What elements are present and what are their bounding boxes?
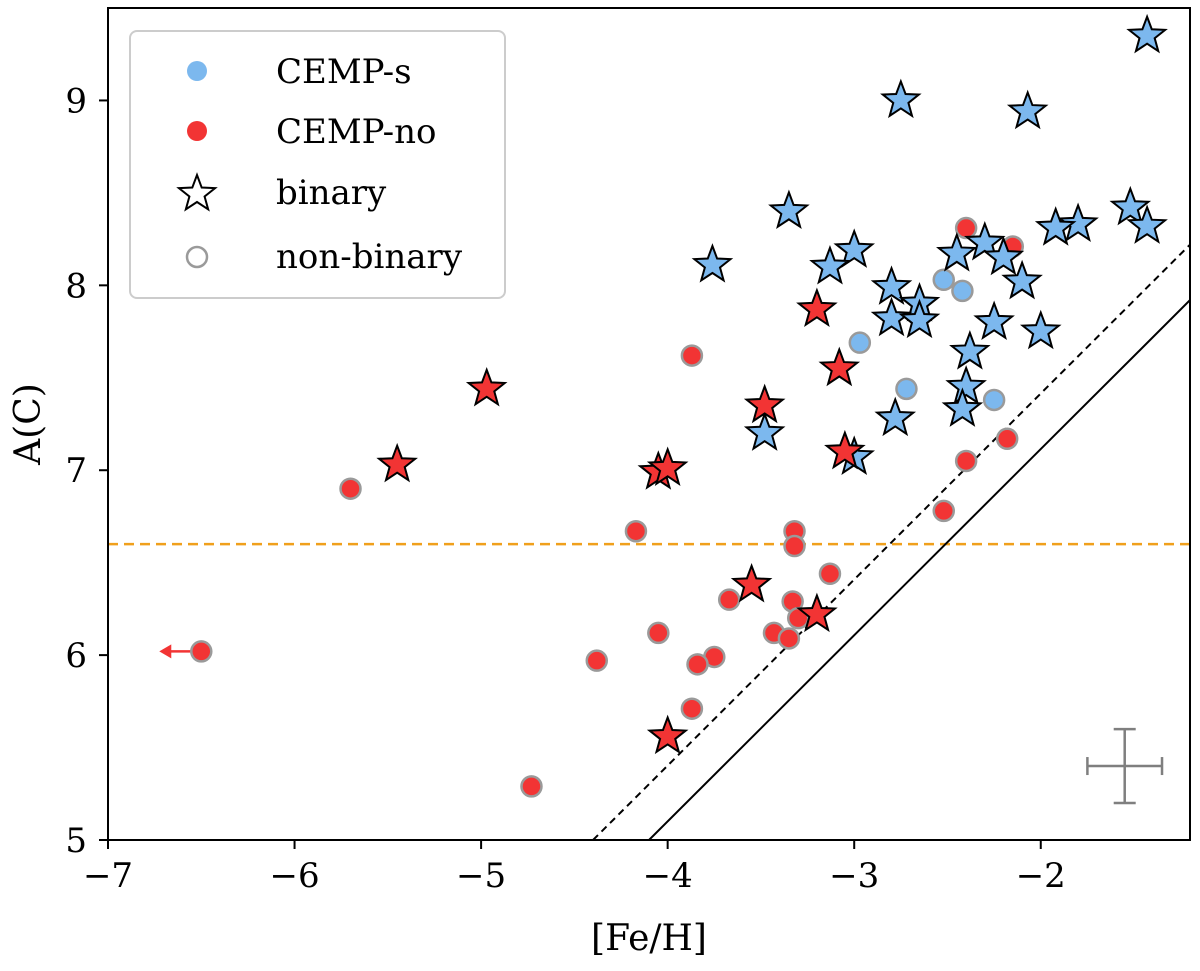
legend: CEMP-s CEMP-no binary non-binary <box>129 30 506 299</box>
cemp-no-nonbinary-point <box>954 449 978 473</box>
cemp-no-nonbinary-point <box>520 775 543 798</box>
cemp-no-binary-point <box>743 383 786 424</box>
cemp-no-nonbinary-point <box>680 344 704 367</box>
cemp-s-binary-point <box>1019 309 1062 350</box>
cemp-no-binary-point <box>646 446 689 487</box>
cemp-no-binary-point <box>796 592 838 633</box>
y-tick-label: 9 <box>65 81 87 121</box>
x-axis-label: [Fe/H] <box>591 918 707 959</box>
x-tick-label: −2 <box>1016 856 1066 896</box>
legend-label-non-binary: non-binary <box>276 237 463 277</box>
cemp-s-binary-point <box>973 300 1015 340</box>
cemp-s-binary-point <box>1126 13 1168 54</box>
y-tick-label: 5 <box>65 821 87 861</box>
x-tick-label: −4 <box>643 856 693 896</box>
cemp-no-nonbinary-point <box>686 653 709 676</box>
legend-label-cemp-s: CEMP-s <box>276 52 412 92</box>
series-cemp-s-non-binary <box>848 268 1006 412</box>
plot-area <box>108 13 1190 840</box>
cemp-no-binary-point <box>824 429 866 470</box>
cemp-no-binary-point <box>376 442 418 483</box>
legend-marker-cemp-s <box>187 61 207 81</box>
cemp-no-nonbinary-point <box>624 519 648 543</box>
cemp-s-binary-point <box>880 78 922 119</box>
cemp-s-binary-point <box>1109 185 1152 226</box>
legend-box <box>129 30 506 299</box>
legend-marker-binary <box>176 172 218 212</box>
cemp-s-binary-point <box>691 243 734 283</box>
x-tick-label: −3 <box>829 856 879 896</box>
cemp-s-binary-point <box>945 365 987 405</box>
cemp-no-binary-point <box>818 346 861 387</box>
series-cemp-no-non-binary <box>190 216 1025 798</box>
cemp-no-nonbinary-point <box>190 640 213 663</box>
cemp-s-binary-point <box>1057 202 1099 242</box>
legend-label-cemp-no: CEMP-no <box>276 112 437 152</box>
x-tick-label: −6 <box>269 856 319 896</box>
y-axis-label: A(C) <box>8 383 49 466</box>
cemp-s-binary-point <box>870 296 913 337</box>
legend-marker-non-binary <box>185 245 209 269</box>
y-tick-label: 7 <box>65 451 87 491</box>
y-tick-label: 6 <box>65 636 87 676</box>
cemp-s-nonbinary-point <box>895 377 918 401</box>
cemp-s-binary-point <box>743 411 786 451</box>
cemp-s-nonbinary-point <box>848 331 872 354</box>
legend-markers <box>176 61 218 269</box>
cemp-s-nonbinary-point <box>951 279 974 303</box>
x-tick-label: −7 <box>83 856 133 896</box>
cemp-s-binary-point <box>1126 204 1168 244</box>
cemp-s-binary-point <box>1006 89 1049 130</box>
cemp-no-nonbinary-point <box>932 499 956 523</box>
cemp-s-binary-point <box>874 396 917 437</box>
cemp-no-nonbinary-point <box>680 697 704 720</box>
legend-marker-cemp-no <box>187 121 207 141</box>
cemp-no-binary-point <box>646 714 689 755</box>
axis-ticks: −7 −6 −5 −4 −3 −2 5 6 7 8 9 <box>65 81 1065 896</box>
cemp-no-binary-point <box>730 562 773 603</box>
cemp-no-nonbinary-point <box>995 427 1019 451</box>
series-cemp-no-binary <box>376 287 866 755</box>
diagonal-line-dashed <box>592 243 1190 840</box>
cemp-no-nonbinary-point <box>783 534 806 558</box>
cemp-no-nonbinary-point <box>954 216 978 240</box>
cemp-s-binary-point <box>949 330 991 370</box>
cemp-no-binary-point <box>465 367 508 407</box>
cemp-no-nonbinary-point <box>717 588 741 611</box>
cemp-no-nonbinary-point <box>777 627 801 650</box>
cemp-s-binary-point <box>768 189 810 230</box>
cemp-s-binary-point <box>1001 259 1043 300</box>
diagonal-line-solid <box>648 299 1190 840</box>
cemp-no-nonbinary-point <box>647 621 670 645</box>
cemp-s-binary-point <box>870 265 913 305</box>
cemp-s-nonbinary-point <box>932 268 956 292</box>
y-tick-label: 8 <box>65 266 87 306</box>
cemp-s-binary-point <box>982 235 1025 276</box>
cemp-s-nonbinary-point <box>982 388 1006 412</box>
cemp-no-nonbinary-point <box>818 562 842 586</box>
cemp-no-nonbinary-point <box>339 477 362 500</box>
cemp-s-binary-point <box>941 387 984 427</box>
cemp-s-binary-point <box>1034 206 1077 246</box>
cemp-s-binary-point <box>833 228 875 268</box>
upper-limit-arrowhead <box>159 644 172 659</box>
cemp-s-binary-point <box>936 232 978 272</box>
cemp-no-nonbinary-point <box>585 649 609 672</box>
legend-label-binary: binary <box>276 173 387 213</box>
series-cemp-s-binary <box>691 13 1168 475</box>
cemp-no-binary-point <box>796 287 838 328</box>
cemp-s-binary-point <box>809 244 851 285</box>
x-tick-label: −5 <box>456 856 506 896</box>
cemp-s-binary-point <box>898 298 941 339</box>
plot-frame <box>107 7 1191 841</box>
